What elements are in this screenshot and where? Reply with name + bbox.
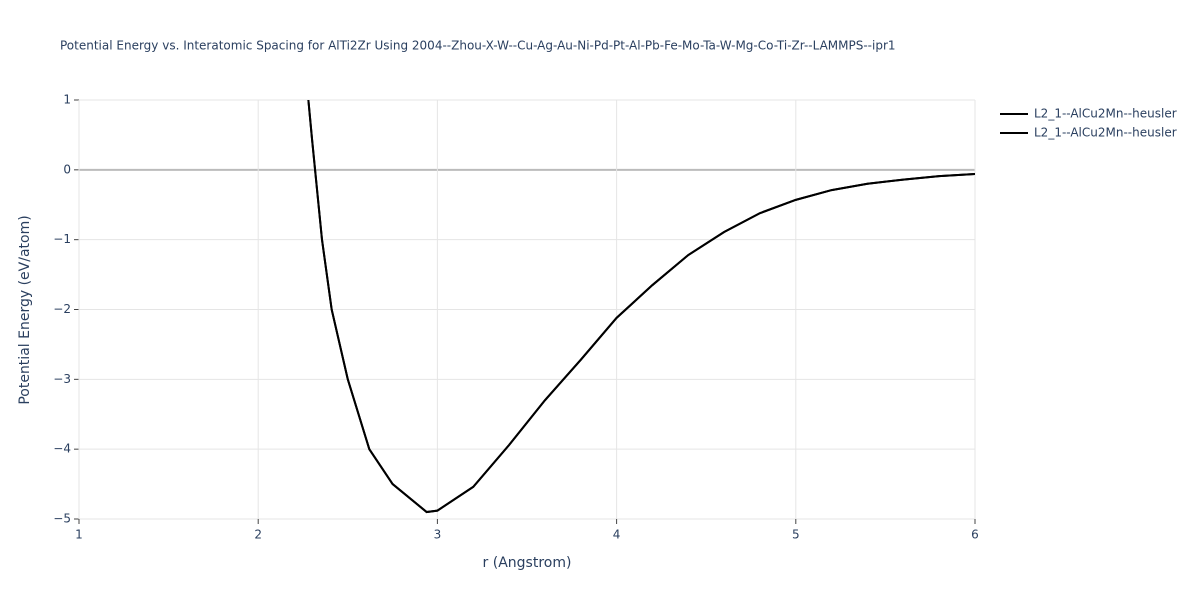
x-tick-label: 6	[971, 528, 979, 542]
legend-label: L2_1--AlCu2Mn--heusler	[1034, 126, 1177, 140]
y-tick-label: 1	[63, 93, 71, 107]
x-tick-label: 4	[613, 528, 621, 542]
y-tick-label: −4	[53, 442, 71, 456]
x-tick-label: 5	[792, 528, 800, 542]
x-axis-title: r (Angstrom)	[483, 555, 572, 571]
y-axis-title: Potential Energy (eV/atom)	[17, 215, 33, 404]
x-tick-label: 3	[434, 528, 442, 542]
y-tick-label: −5	[53, 512, 71, 526]
series-line	[307, 100, 975, 514]
y-tick-label: 0	[63, 162, 71, 176]
x-tick-label: 1	[75, 528, 83, 542]
chart-title: Potential Energy vs. Interatomic Spacing…	[60, 39, 896, 53]
y-tick-label: −2	[53, 302, 71, 316]
x-tick-label: 2	[254, 528, 262, 542]
y-tick-label: −1	[53, 232, 71, 246]
legend-label: L2_1--AlCu2Mn--heusler	[1034, 107, 1177, 121]
series-line	[307, 100, 975, 514]
y-tick-label: −3	[53, 372, 71, 386]
